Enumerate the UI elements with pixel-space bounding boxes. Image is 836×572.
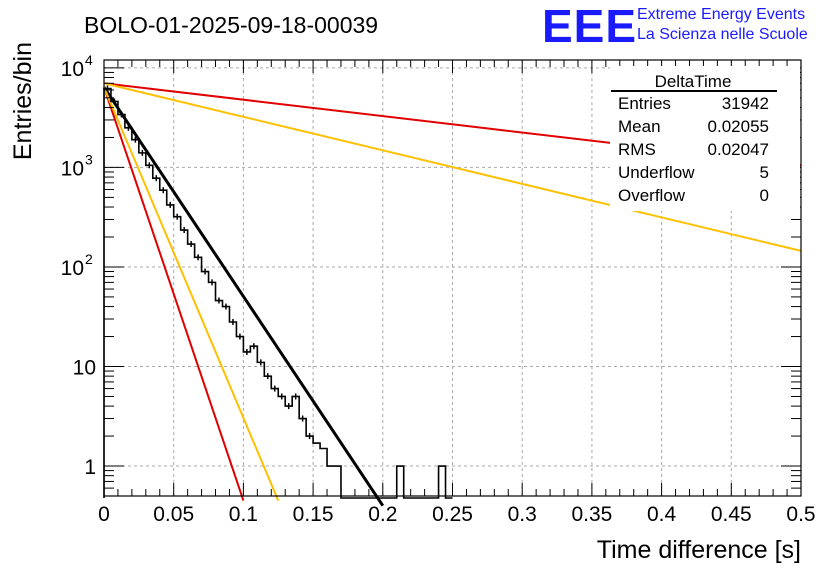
stats-value: 31942 (722, 94, 769, 113)
stats-label: RMS (618, 140, 656, 159)
logo-mark: EEE (542, 0, 637, 52)
x-tick-label: 0.5 (786, 503, 815, 526)
x-tick-label: 0 (98, 503, 110, 526)
stats-rows: Entries 31942 Mean 0.02055 RMS 0.02047 Underfl… (618, 94, 769, 205)
fit-curve-red-steep (103, 86, 245, 501)
y-tick-label: 10 (61, 157, 84, 180)
y-tick-label: 1 (84, 456, 96, 479)
stats-label: Entries (618, 94, 671, 113)
x-tick-labels: 0 0.05 0.1 0.15 0.2 0.25 0.3 0.35 0.4 0.45 0.5 (98, 503, 815, 526)
x-tick-label: 0.3 (508, 503, 537, 526)
y-axis-title: Entries/bin (9, 42, 37, 160)
x-tick-label: 0.45 (711, 503, 752, 526)
x-tick-label: 0.2 (368, 503, 397, 526)
logo-line-2: La Scienza nelle Scuole (637, 26, 808, 43)
y-tick-label: 10 (73, 356, 96, 379)
y-tick-label: 10 (61, 58, 84, 81)
y-tick-exponent: 2 (85, 251, 93, 267)
axis-ticks (103, 60, 802, 497)
histogram-outline (103, 87, 453, 499)
stats-value: 0.02055 (708, 117, 769, 136)
fit-curve-fit (102, 86, 385, 507)
y-tick-label: 10 (61, 257, 84, 280)
x-tick-label: 0.05 (153, 503, 194, 526)
y-tick-exponent: 4 (85, 52, 93, 68)
fit-curve-yellow-steep (103, 86, 280, 501)
stats-label: Overflow (618, 186, 686, 205)
x-axis-title: Time difference [s] (597, 536, 801, 564)
x-tick-label: 0.1 (229, 503, 258, 526)
x-tick-label: 0.15 (293, 503, 334, 526)
stats-label: Underflow (618, 163, 695, 182)
logo-line-1: Extreme Energy Events (637, 6, 805, 23)
chart-title: BOLO-01-2025-09-18-00039 (84, 12, 378, 38)
x-tick-label: 0.4 (647, 503, 677, 526)
eee-logo: EEE Extreme Energy Events La Scienza nel… (542, 0, 808, 52)
stats-value: 5 (760, 163, 769, 182)
fit-curve-yellow-flat (103, 82, 802, 252)
stats-title: DeltaTime (655, 72, 732, 91)
histogram (103, 85, 453, 499)
x-tick-label: 0.25 (432, 503, 473, 526)
stats-box: DeltaTime Entries 31942 Mean 0.02055 RMS 0.02… (610, 66, 800, 211)
y-tick-exponent: 3 (85, 151, 93, 167)
x-tick-label: 0.35 (571, 503, 612, 526)
stats-value: 0 (760, 186, 769, 205)
stats-value: 0.02047 (708, 140, 769, 159)
stats-label: Mean (618, 117, 661, 136)
